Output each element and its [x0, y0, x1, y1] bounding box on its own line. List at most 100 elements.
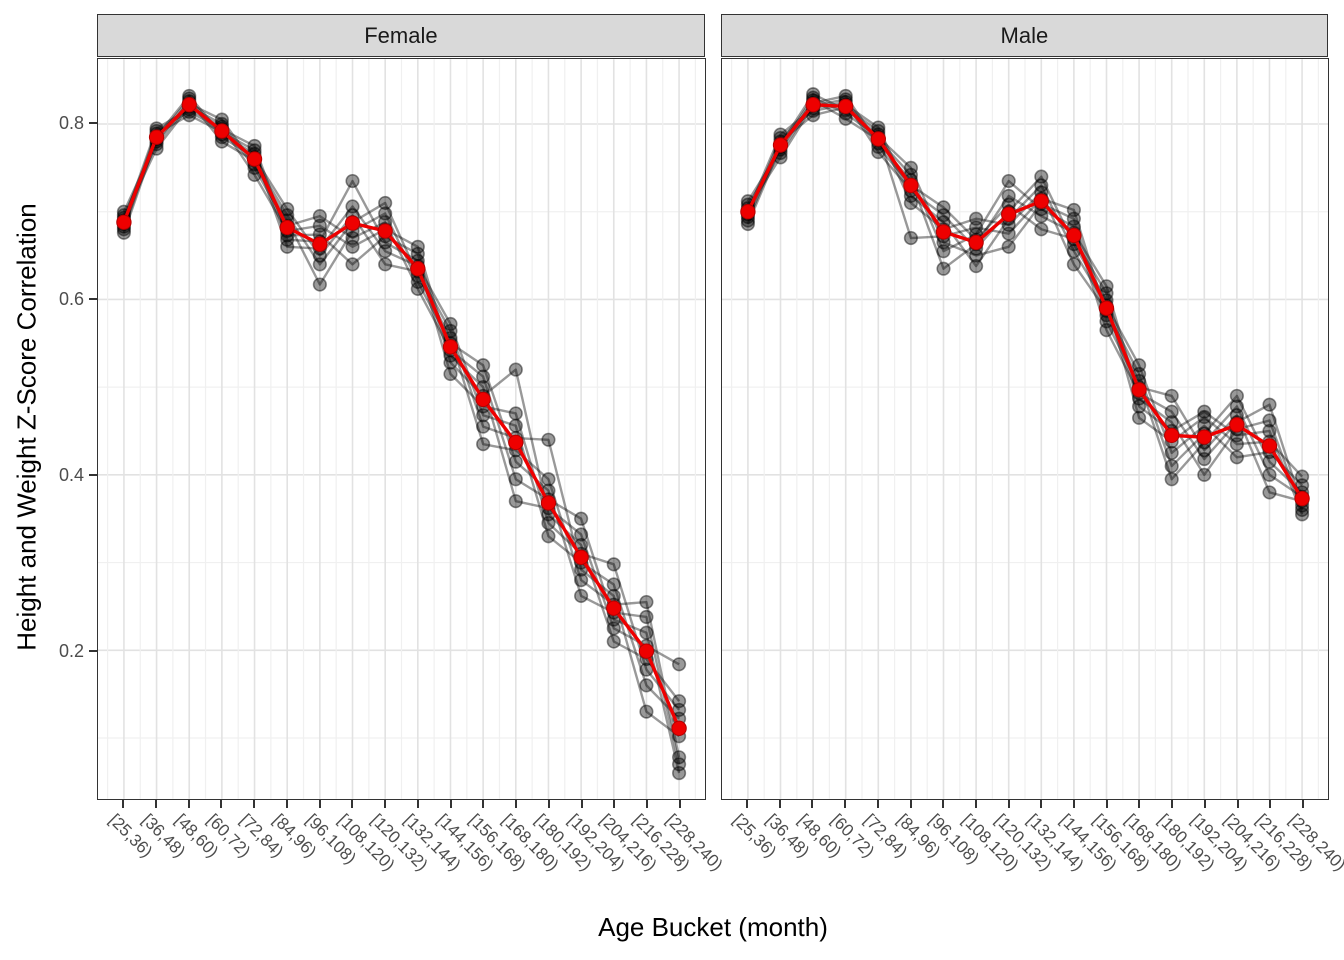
mean-data-point	[442, 339, 459, 355]
mean-data-point	[968, 234, 984, 251]
data-point	[606, 621, 621, 636]
x-tick-mark	[154, 800, 157, 808]
data-point	[936, 200, 951, 215]
x-tick-mark	[1236, 800, 1239, 808]
x-tick-mark	[1171, 800, 1174, 808]
data-point	[1262, 467, 1277, 482]
mean-data-point	[638, 643, 655, 659]
data-point	[1066, 211, 1081, 226]
data-point	[936, 208, 951, 223]
data-point	[345, 199, 360, 214]
x-tick-mark	[1073, 800, 1076, 808]
x-tick-mark	[1138, 800, 1141, 808]
mean-data-point	[606, 600, 622, 616]
data-point	[1132, 410, 1147, 425]
chart-canvas-male	[722, 59, 1328, 799]
data-point	[672, 694, 687, 709]
data-point	[1262, 413, 1277, 428]
data-point	[1229, 437, 1244, 452]
data-point	[1164, 404, 1179, 419]
data-point	[606, 577, 621, 592]
data-point	[541, 472, 556, 487]
data-point	[541, 432, 556, 447]
data-point	[1197, 451, 1212, 467]
data-point	[1262, 485, 1277, 500]
data-point	[936, 261, 951, 276]
mean-data-point	[1098, 300, 1115, 316]
data-point	[574, 588, 589, 603]
mean-data-point	[279, 219, 295, 236]
data-point	[1001, 226, 1016, 241]
data-point	[1164, 472, 1179, 487]
data-point	[639, 609, 654, 625]
data-point	[443, 366, 458, 382]
mean-data-point	[1033, 193, 1049, 209]
mean-data-point	[214, 123, 230, 139]
data-point	[574, 573, 589, 588]
mean-data-point	[903, 177, 919, 194]
data-point	[1132, 399, 1147, 414]
data-point	[280, 239, 295, 254]
data-point	[903, 160, 918, 175]
data-point	[1099, 323, 1114, 338]
data-point	[410, 246, 425, 261]
data-point	[1229, 399, 1244, 414]
facet-strip-label: Female	[364, 22, 438, 48]
x-tick-mark	[679, 800, 681, 808]
data-point	[838, 111, 853, 126]
mean-series	[740, 97, 1310, 507]
mean-data-point	[772, 137, 789, 153]
mean-data-point	[1001, 206, 1017, 223]
data-point	[508, 362, 523, 377]
x-tick-mark	[351, 800, 354, 808]
x-tick-mark	[811, 800, 814, 808]
data-point	[1034, 209, 1049, 224]
data-point	[639, 625, 654, 640]
mean-data-point	[1196, 429, 1212, 445]
x-tick-mark	[580, 800, 583, 808]
mean-data-point	[377, 223, 393, 239]
x-tick-mark	[909, 800, 912, 808]
data-point	[410, 281, 425, 296]
mean-data-point	[838, 98, 854, 115]
x-axis-title: Age Bucket (month)	[598, 912, 828, 942]
x-tick-mark	[285, 800, 288, 808]
replicate-line	[122, 107, 680, 666]
x-tick-mark	[1269, 800, 1272, 808]
data-point	[1295, 469, 1310, 484]
x-tick-mark	[318, 800, 321, 808]
data-point	[969, 220, 984, 235]
mean-data-point	[1066, 227, 1082, 244]
x-tick-mark	[844, 800, 847, 808]
data-point	[378, 257, 393, 272]
y-tick-label: 0.4	[58, 465, 84, 485]
data-point	[1262, 423, 1277, 439]
data-point	[280, 202, 295, 217]
data-point	[672, 765, 687, 781]
data-point	[639, 594, 654, 610]
gridlines	[98, 59, 705, 799]
data-point	[476, 369, 491, 384]
y-tick-label: 0.6	[58, 289, 84, 309]
mean-data-point	[671, 720, 687, 737]
data-point	[1295, 507, 1310, 522]
x-tick-mark	[646, 800, 649, 808]
x-tick-mark	[122, 800, 124, 808]
data-point	[639, 678, 654, 693]
data-point	[312, 209, 327, 224]
data-point	[508, 494, 523, 509]
data-point	[476, 408, 491, 423]
data-point	[541, 529, 556, 544]
data-point	[969, 259, 984, 274]
data-point	[312, 257, 327, 272]
data-point	[378, 195, 393, 211]
data-point	[345, 230, 360, 246]
x-tick-mark	[515, 800, 518, 808]
mean-series	[116, 97, 687, 737]
mean-data-point	[1131, 382, 1147, 398]
replicate-line	[122, 105, 681, 774]
x-tick-mark	[974, 800, 977, 808]
data-point	[345, 257, 360, 272]
facet-strip-male: Male	[721, 14, 1328, 57]
mean-data-point	[740, 204, 756, 220]
